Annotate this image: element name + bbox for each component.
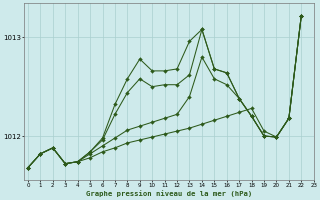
X-axis label: Graphe pression niveau de la mer (hPa): Graphe pression niveau de la mer (hPa) bbox=[86, 190, 252, 197]
